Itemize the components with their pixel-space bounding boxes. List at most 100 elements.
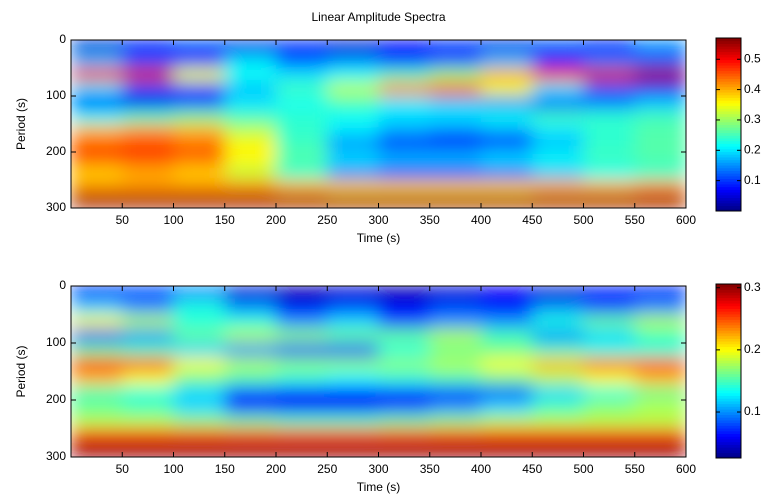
heatmap-cell xyxy=(634,96,686,111)
colorbar-segment xyxy=(716,181,741,185)
heatmap-cell xyxy=(634,138,686,153)
heatmap-cell xyxy=(583,428,636,444)
heatmap-cell xyxy=(583,314,636,330)
y-tick-label: 300 xyxy=(46,200,66,214)
heatmap-cell xyxy=(634,442,686,457)
colorbar-segment xyxy=(716,119,741,123)
colorbar-segment xyxy=(716,86,741,90)
heatmap-cell xyxy=(583,96,636,111)
colorbar-segment xyxy=(716,200,741,204)
heatmap-cell xyxy=(532,400,584,415)
heatmap-cell xyxy=(173,68,226,83)
heatmap-cell xyxy=(327,124,379,139)
colorbar-segment xyxy=(716,175,741,180)
heatmap-cell xyxy=(532,152,584,167)
x-tick-label: 50 xyxy=(116,462,130,476)
heatmap-cell xyxy=(429,328,482,344)
heatmap-cell xyxy=(327,385,379,401)
heatmap-cell xyxy=(583,371,636,387)
colorbar-segment xyxy=(716,143,741,147)
heatmap-cell xyxy=(327,357,379,372)
heatmap-cell xyxy=(327,68,379,83)
colorbar-segment xyxy=(716,159,741,163)
colorbar xyxy=(716,284,741,459)
colorbar-segment xyxy=(716,75,741,80)
heatmap-cell xyxy=(276,328,328,344)
heatmap-cell xyxy=(224,343,277,358)
colorbar-segment xyxy=(716,43,741,47)
heatmap-cell xyxy=(71,194,123,208)
colorbar-segment xyxy=(716,148,741,153)
heatmap-cell xyxy=(429,194,482,208)
colorbar-segment xyxy=(716,455,741,459)
heatmap-cell xyxy=(71,138,123,153)
heatmap-cell xyxy=(224,194,277,208)
heatmap-cell xyxy=(224,166,277,181)
heatmap-cell xyxy=(378,328,431,344)
colorbar-segment xyxy=(716,346,741,350)
x-tick-label: 250 xyxy=(317,462,337,476)
colorbar-segment xyxy=(716,284,741,288)
colorbar-segment xyxy=(716,365,741,369)
colorbar-segment xyxy=(716,343,741,348)
colorbar-segment xyxy=(716,151,741,155)
heatmap-cell xyxy=(71,54,123,69)
heatmap-cell xyxy=(173,124,226,139)
colorbar-segment xyxy=(716,379,741,383)
heatmap-cell xyxy=(224,357,277,372)
heatmap-cell xyxy=(173,194,226,208)
colorbar-segment xyxy=(716,354,741,358)
colorbar-segment xyxy=(716,316,741,320)
heatmap-cell xyxy=(429,180,482,195)
colorbar-segment xyxy=(716,167,741,171)
heatmap-cell xyxy=(224,68,277,83)
heatmap-cell xyxy=(173,180,226,195)
x-tick-label: 350 xyxy=(420,462,440,476)
colorbar-segment xyxy=(716,59,741,63)
colorbar-segment xyxy=(716,362,741,367)
heatmap-cell xyxy=(327,152,379,167)
colorbar-tick-label: 0.2 xyxy=(744,342,761,356)
colorbar-segment xyxy=(716,417,741,421)
heatmap-cell xyxy=(532,328,584,344)
heatmap-cell xyxy=(634,68,686,83)
colorbar-segment xyxy=(716,433,741,437)
colorbar-segment xyxy=(716,452,741,456)
heatmap-cell xyxy=(532,194,584,208)
heatmap-cell xyxy=(481,343,533,358)
heatmap-cell xyxy=(276,385,328,401)
heatmap-cell xyxy=(532,110,584,125)
heatmap-cell xyxy=(327,96,379,111)
heatmap-cell xyxy=(276,110,328,125)
heatmap-cell xyxy=(71,357,123,372)
y-tick-label: 100 xyxy=(46,88,66,102)
heatmap-cell xyxy=(481,314,533,330)
heatmap-cell xyxy=(634,371,686,387)
heatmap-cell xyxy=(481,385,533,401)
heatmap-cell xyxy=(71,180,123,195)
colorbar-segment xyxy=(716,78,741,82)
colorbar-segment xyxy=(716,444,741,448)
heatmap-cell xyxy=(429,82,482,97)
heatmap-cell xyxy=(224,138,277,153)
colorbar-segment xyxy=(716,303,741,307)
heatmap-cell xyxy=(634,400,686,415)
heatmap-cell xyxy=(276,300,328,315)
heatmap-cell xyxy=(481,357,533,372)
heatmap-cell xyxy=(122,40,174,55)
colorbar-segment xyxy=(716,390,741,394)
heatmap-cell xyxy=(173,54,226,69)
heatmap-cell xyxy=(378,96,431,111)
colorbar-segment xyxy=(716,398,741,402)
colorbar-segment xyxy=(716,129,741,134)
x-tick-label: 550 xyxy=(625,213,645,227)
heatmap-cell xyxy=(276,371,328,387)
x-tick-label: 350 xyxy=(420,213,440,227)
heatmap-cell xyxy=(634,414,686,429)
heatmap-cell xyxy=(122,82,174,97)
x-axis-label: Time (s) xyxy=(357,231,401,245)
heatmap-cell xyxy=(481,328,533,344)
heatmap-cell xyxy=(173,428,226,444)
colorbar-segment xyxy=(716,54,741,58)
